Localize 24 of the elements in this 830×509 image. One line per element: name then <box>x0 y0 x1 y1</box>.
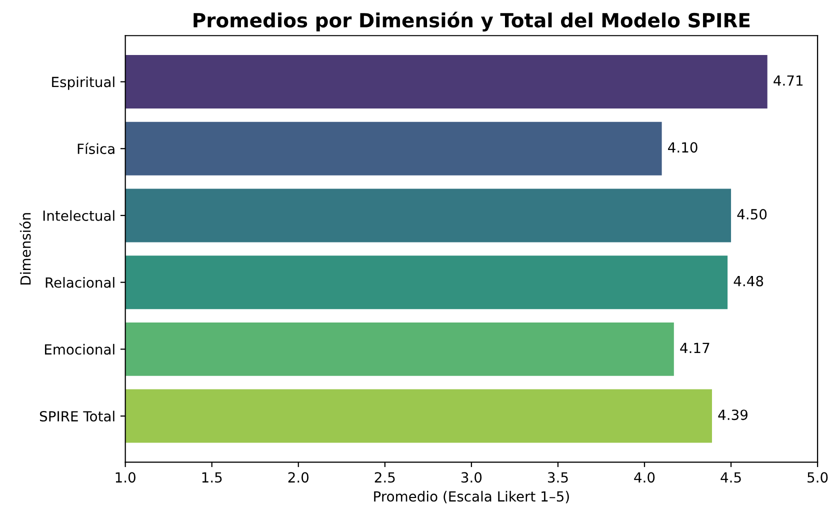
x-tick-label: 3.5 <box>548 472 568 483</box>
y-tick-label: Intelectual <box>43 210 114 221</box>
y-tick-label: Emocional <box>45 344 114 355</box>
y-tick-label: Espiritual <box>52 76 114 90</box>
data-label: 4.17 <box>680 342 710 354</box>
x-tick-label: 4.0 <box>634 472 655 483</box>
data-label: 4.50 <box>737 208 767 220</box>
data-label: 4.10 <box>668 142 698 153</box>
x-tick-label: 4.5 <box>720 472 741 483</box>
y-tick-label: Relacional <box>46 277 114 288</box>
x-tick-label: 2.0 <box>288 472 309 483</box>
y-tick-label: Física <box>78 142 114 154</box>
data-label: 4.48 <box>734 276 764 286</box>
x-tick-label: 2.5 <box>374 472 395 483</box>
y-axis-title: Dimensión <box>19 213 31 284</box>
data-label: 4.71 <box>774 75 803 86</box>
x-axis-title: Promedio (Escala Likert 1–5) <box>374 490 569 504</box>
x-tick-label: 3.0 <box>461 472 482 483</box>
y-tick-label: SPIRE Total <box>40 410 114 422</box>
x-tick-label: 1.0 <box>116 472 136 483</box>
x-tick-label: 1.5 <box>202 472 222 483</box>
x-tick-label: 5.0 <box>808 472 828 483</box>
data-label: 4.39 <box>718 410 748 420</box>
chart-title: Promedios por Dimensión y Total del Modelo SPIRE <box>194 12 750 32</box>
